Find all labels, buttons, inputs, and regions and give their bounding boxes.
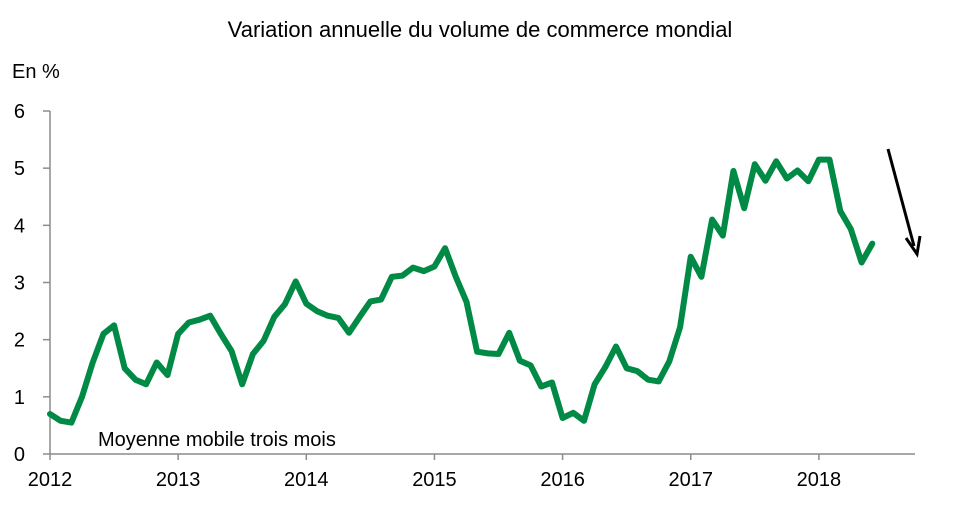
series-line <box>47 156 876 426</box>
trend-arrow-head <box>904 235 922 258</box>
y-axis-label: En % <box>12 61 60 83</box>
x-tick-label: 2016 <box>540 469 585 491</box>
x-tick-label: 2017 <box>668 469 713 491</box>
y-tick-label: 1 <box>14 387 25 409</box>
x-tick-label: 2018 <box>797 469 842 491</box>
y-tick-label: 6 <box>14 101 25 123</box>
y-tick-label: 5 <box>14 158 25 180</box>
y-axis-ticks: 0 1 2 3 4 5 6 <box>14 101 50 466</box>
trend-arrow-shaft <box>886 148 916 247</box>
chart-title: Variation annuelle du volume de commerce… <box>228 17 733 42</box>
y-tick-label: 2 <box>14 330 25 352</box>
x-tick-label: 2013 <box>156 469 201 491</box>
x-tick-label: 2012 <box>28 469 73 491</box>
x-tick-label: 2014 <box>284 469 329 491</box>
y-tick-label: 0 <box>14 444 25 466</box>
trend-arrow <box>886 148 922 258</box>
y-tick-label: 3 <box>14 273 25 295</box>
y-tick-label: 4 <box>14 215 25 237</box>
x-tick-label: 2015 <box>412 469 457 491</box>
series-annotation: Moyenne mobile trois mois <box>98 429 336 451</box>
x-axis-ticks: 2012 2013 2014 2015 2016 2017 2018 <box>28 454 841 491</box>
